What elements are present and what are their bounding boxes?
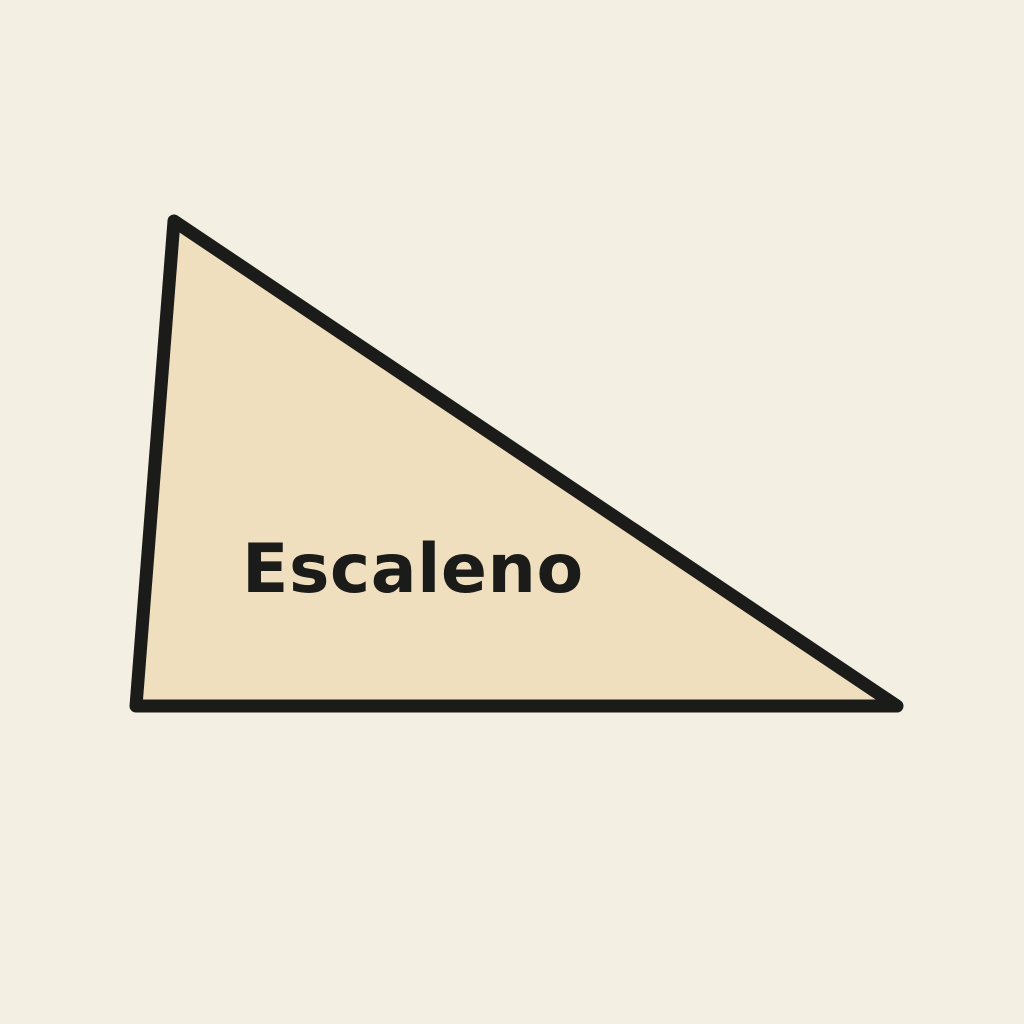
triangle-label: Escaleno [242, 530, 584, 609]
scalene-triangle [129, 214, 904, 713]
